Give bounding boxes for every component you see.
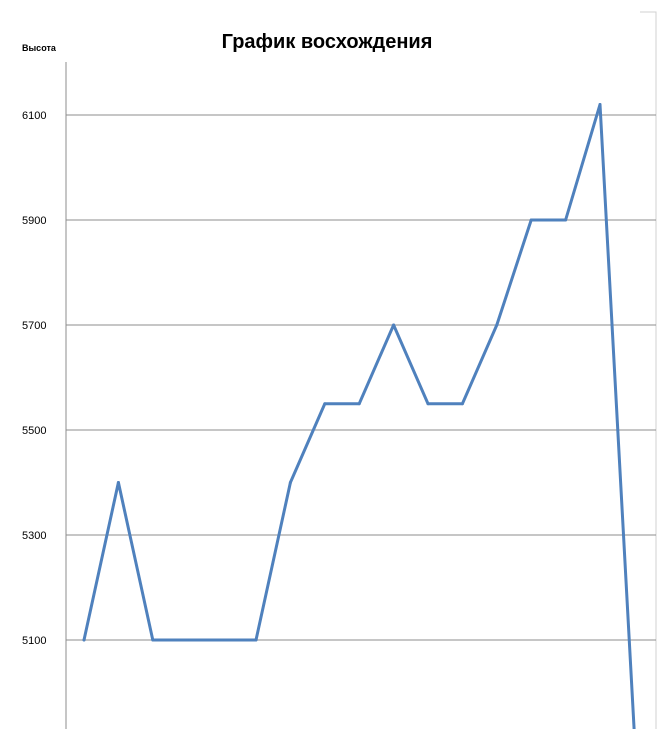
data-point: [220, 638, 224, 642]
data-point: [116, 481, 120, 484]
data-point: [392, 323, 396, 327]
data-point: [288, 481, 292, 484]
chart-frame: [640, 11, 657, 729]
y-tick-label: 5100: [22, 635, 46, 647]
data-point: [357, 402, 361, 406]
series-line-0: [82, 103, 636, 729]
y-tick-label: 5700: [22, 320, 46, 332]
data-point: [426, 402, 430, 406]
data-point: [564, 218, 568, 222]
data-point: [529, 218, 533, 222]
y-tick-label: 6100: [22, 110, 46, 122]
y-axis-label: Высота: [22, 43, 57, 53]
data-point: [495, 323, 499, 327]
data-point: [151, 638, 155, 642]
data-point: [185, 638, 189, 642]
y-tick-label: 5900: [22, 215, 46, 227]
data-point: [82, 638, 86, 642]
series-group: [82, 103, 636, 729]
y-tick-label: 5500: [22, 425, 46, 437]
data-point: [323, 402, 327, 406]
data-point: [598, 103, 602, 106]
y-tick-labels: 5100 5300 5500 5700 5900 6100: [22, 110, 46, 647]
chart-title: График восхождения: [222, 31, 433, 53]
data-point: [460, 402, 464, 406]
y-tick-label: 5300: [22, 530, 46, 542]
data-point: [254, 638, 258, 642]
grid-lines: [66, 114, 656, 641]
